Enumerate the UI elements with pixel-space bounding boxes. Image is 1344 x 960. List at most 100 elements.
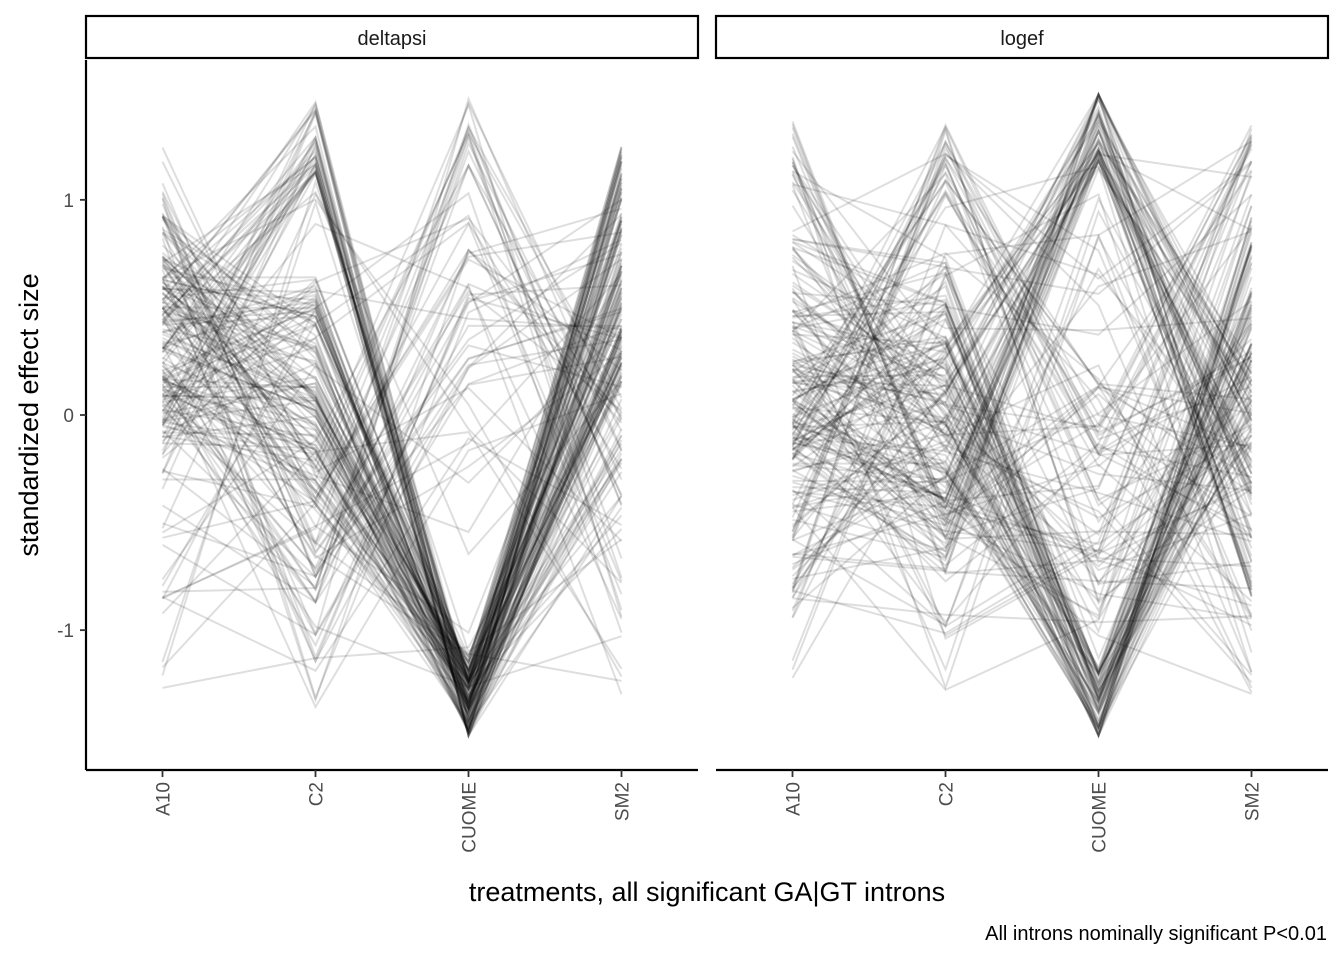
- intron-line: [161, 198, 623, 648]
- intron-line: [792, 96, 1253, 505]
- intron-line: [161, 264, 623, 726]
- intron-line: [791, 190, 1252, 455]
- intron-line: [161, 198, 622, 701]
- x-tick-label: CUOME: [460, 782, 481, 853]
- intron-line: [162, 264, 623, 682]
- intron-line: [161, 181, 623, 695]
- intron-line: [791, 194, 1253, 598]
- intron-line: [162, 270, 623, 705]
- intron-line: [792, 301, 1253, 683]
- intron-line: [792, 312, 1253, 694]
- intron-line: [792, 310, 1253, 673]
- intron-line: [161, 108, 623, 739]
- intron-line: [162, 341, 623, 673]
- intron-line: [791, 136, 1253, 537]
- intron-line: [161, 238, 622, 660]
- intron-line: [791, 148, 1253, 567]
- intron-line: [791, 248, 1253, 724]
- intron-line: [791, 161, 1252, 590]
- intron-line: [792, 183, 1253, 693]
- intron-line: [791, 259, 1253, 686]
- intron-line: [791, 244, 1253, 705]
- x-tick-label: C2: [937, 782, 958, 806]
- intron-line: [161, 170, 623, 699]
- intron-line: [792, 151, 1253, 549]
- intron-line: [161, 281, 623, 707]
- facet-strip: logef: [714, 14, 1330, 60]
- intron-line: [161, 213, 623, 684]
- intron-line: [792, 114, 1253, 501]
- intron-line: [791, 91, 1253, 563]
- intron-line: [791, 150, 1253, 591]
- intron-line: [161, 169, 623, 684]
- intron-line: [162, 281, 623, 715]
- y-tick-label: 1: [63, 191, 74, 212]
- intron-line: [792, 216, 1253, 731]
- intron-line: [161, 162, 623, 712]
- intron-line: [161, 157, 623, 709]
- axes: -1 0 1 A10 C2 CUOME SM2: [57, 60, 698, 853]
- intron-line: [792, 175, 1253, 559]
- intron-line: [791, 191, 1253, 468]
- intron-line: [162, 182, 623, 669]
- intron-line: [791, 267, 1253, 738]
- intron-line: [792, 246, 1253, 676]
- intron-line: [162, 173, 623, 724]
- intron-line: [792, 128, 1253, 580]
- intron-line: [791, 165, 1253, 398]
- intron-line: [791, 91, 1253, 510]
- intron-line: [161, 102, 623, 726]
- intron-line: [791, 146, 1253, 540]
- intron-line: [161, 162, 623, 664]
- intron-line: [792, 359, 1253, 739]
- intron-line: [792, 152, 1253, 280]
- intron-line: [161, 110, 623, 724]
- intron-line: [162, 306, 623, 713]
- intron-line: [161, 258, 623, 685]
- intron-line: [162, 330, 623, 704]
- intron-line: [162, 328, 623, 692]
- intron-line: [162, 229, 623, 700]
- intron-line: [161, 203, 622, 548]
- intron-line: [162, 362, 623, 683]
- intron-line: [162, 216, 623, 661]
- intron-line: [162, 148, 623, 578]
- intron-line: [161, 214, 623, 587]
- intron-line: [162, 192, 623, 701]
- intron-line: [792, 170, 1253, 661]
- intron-line: [791, 233, 1253, 631]
- intron-line: [791, 159, 1253, 569]
- intron-line: [791, 264, 1253, 703]
- intron-line: [161, 170, 623, 690]
- intron-line: [792, 276, 1253, 713]
- intron-line: [792, 235, 1253, 627]
- intron-line: [162, 306, 623, 675]
- intron-line: [162, 291, 623, 712]
- intron-line: [791, 246, 1253, 676]
- intron-line: [792, 326, 1253, 726]
- intron-line: [162, 163, 623, 509]
- intron-line: [161, 168, 623, 685]
- intron-line: [791, 179, 1253, 524]
- intron-line: [791, 145, 1252, 594]
- intron-line: [791, 154, 1253, 524]
- intron-line: [791, 144, 1253, 583]
- intron-line: [791, 193, 1253, 620]
- intron-line: [792, 401, 1253, 738]
- intron-line: [791, 205, 1253, 635]
- intron-line: [162, 227, 623, 673]
- intron-line: [161, 100, 623, 545]
- intron-line: [791, 196, 1253, 629]
- x-tick-label: A10: [154, 782, 175, 816]
- x-tick-label: C2: [307, 782, 328, 806]
- y-tick-label: -1: [57, 621, 74, 642]
- intron-line: [161, 356, 623, 680]
- intron-line: [162, 346, 623, 730]
- intron-line: [791, 158, 1253, 494]
- intron-line: [161, 139, 623, 724]
- intron-line: [161, 228, 623, 708]
- intron-line: [791, 159, 1252, 564]
- intron-line: [161, 149, 623, 739]
- intron-line: [161, 227, 623, 735]
- intron-line: [791, 244, 1253, 733]
